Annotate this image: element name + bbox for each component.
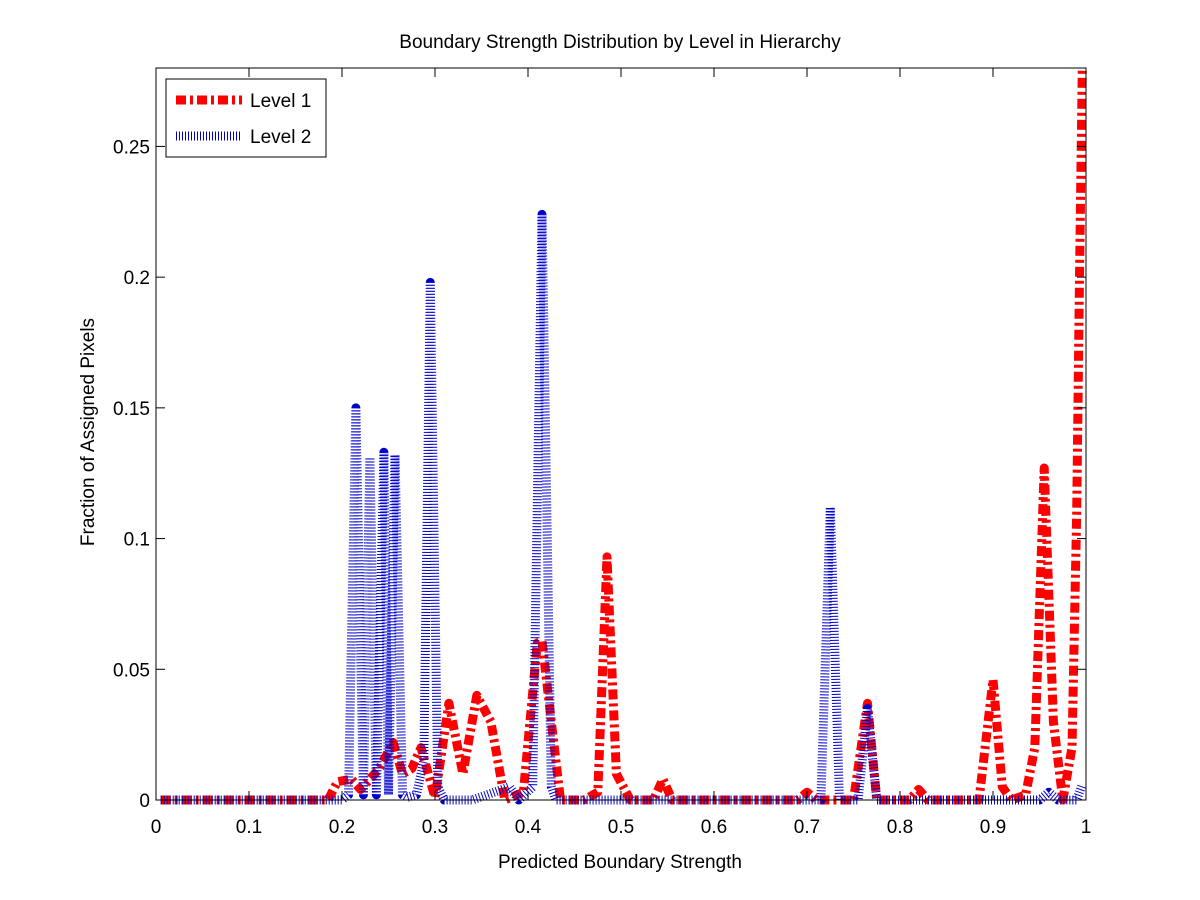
y-tick-label: 0.1 [124, 530, 150, 551]
x-tick-label: 0 [151, 817, 162, 838]
legend-label-level-1: Level 1 [250, 91, 311, 112]
y-tick-label: 0.2 [124, 268, 150, 289]
x-tick-label: 1 [1081, 817, 1092, 838]
plot-area: 0 0.1 0.2 0.3 0.4 0.5 0.6 0.7 0.8 0.9 1 0 0.05 0.1 0.1… [113, 67, 1092, 838]
series-line-level-2 [160, 209, 1087, 805]
x-tick-label: 0.1 [236, 817, 262, 838]
x-tick-label: 0.5 [608, 817, 634, 838]
x-tick-label: 0.2 [329, 817, 355, 838]
x-tick-label: 0.9 [980, 817, 1006, 838]
y-tick-label: 0.15 [113, 399, 150, 420]
x-axis-label: Predicted Boundary Strength [498, 852, 742, 873]
legend: Level 1 Level 2 [165, 78, 327, 158]
legend-label-level-2: Level 2 [250, 127, 311, 148]
y-tick-label: 0 [139, 791, 150, 812]
x-tick-label: 0.4 [515, 817, 542, 838]
x-tick-label: 0.8 [887, 817, 913, 838]
legend-box [165, 78, 327, 158]
y-tick-label: 0.05 [113, 660, 150, 681]
x-tick-label: 0.6 [701, 817, 727, 838]
chart-title: Boundary Strength Distribution by Level … [399, 32, 841, 53]
y-axis-label: Fraction of Assigned Pixels [78, 318, 99, 546]
x-tick-label: 0.7 [794, 817, 820, 838]
x-tick-label: 0.3 [422, 817, 448, 838]
y-tick-label: 0.25 [113, 137, 150, 158]
